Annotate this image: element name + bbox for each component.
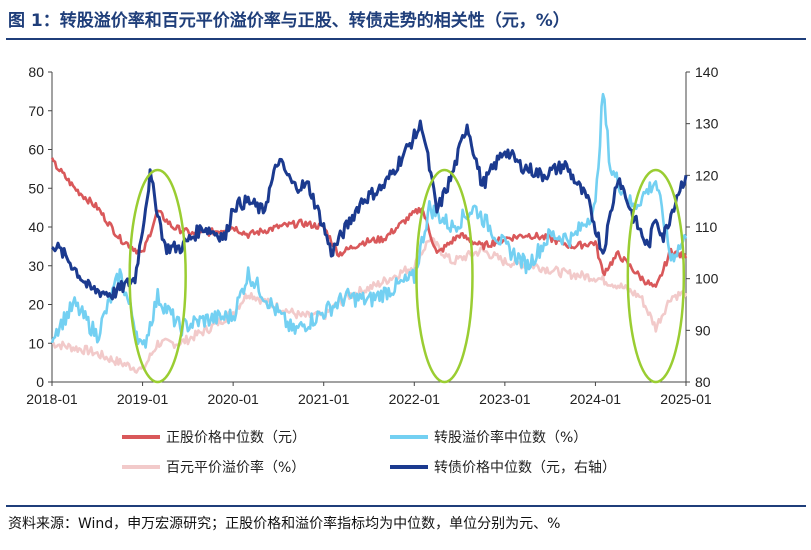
left-y-tick-label: 40 xyxy=(28,219,44,235)
highlight-ellipses xyxy=(128,168,686,384)
x-tick-label: 2022-01 xyxy=(389,391,441,407)
right-y-tick-label: 80 xyxy=(695,374,711,390)
x-tick-label: 2024-01 xyxy=(570,391,622,407)
title-rule xyxy=(6,38,806,40)
series-lines xyxy=(50,92,688,374)
series-line-3 xyxy=(51,119,688,301)
left-y-tick-label: 20 xyxy=(28,297,44,313)
series-line-1 xyxy=(50,92,688,349)
right-y-tick-label: 90 xyxy=(695,322,711,338)
x-tick-label: 2018-01 xyxy=(26,391,78,407)
left-y-tick-label: 0 xyxy=(36,374,44,390)
highlight-ellipse-1 xyxy=(415,168,474,384)
legend-label: 转债价格中位数（元，右轴） xyxy=(434,460,616,476)
x-tick-label: 2023-01 xyxy=(479,391,531,407)
left-y-tick-label: 30 xyxy=(28,258,44,274)
left-y-tick-label: 80 xyxy=(28,64,44,80)
legend-label: 百元平价溢价率（%） xyxy=(166,459,305,476)
x-tick-label: 2025-01 xyxy=(660,391,712,407)
legend: 正股价格中位数（元） 转股溢价率中位数（%） 百元平价溢价率（%） 转债价格中位数（元… xyxy=(122,429,616,476)
x-tick-label: 2020-01 xyxy=(207,391,259,407)
right-y-tick-label: 120 xyxy=(695,167,719,183)
right-y-tick-label: 110 xyxy=(695,219,718,235)
footer-rule xyxy=(6,505,806,507)
axes: 0 10 20 30 40 50 60 70 80 80 90 100 110 120 130 140 2018… xyxy=(26,64,718,407)
left-y-tick-label: 60 xyxy=(28,142,44,158)
right-y-tick-label: 140 xyxy=(695,64,719,80)
legend-label: 正股价格中位数（元） xyxy=(166,430,306,446)
x-tick-label: 2021-01 xyxy=(298,391,350,407)
right-y-tick-label: 130 xyxy=(695,116,719,132)
x-tick-label: 2019-01 xyxy=(117,391,169,407)
series-line-2 xyxy=(51,236,688,374)
highlight-ellipse-0 xyxy=(128,168,187,384)
chart-title: 图 1：转股溢价率和百元平价溢价率与正股、转债走势的相关性（元，%） xyxy=(8,11,570,31)
line-chart: 0 10 20 30 40 50 60 70 80 80 90 100 110 120 130 140 2018… xyxy=(26,64,718,476)
highlight-ellipse-2 xyxy=(626,168,686,384)
legend-label: 转股溢价率中位数（%） xyxy=(434,429,587,446)
source-note: 资料来源：Wind，申万宏源研究；正股价格和溢价率指标均为中位数，单位分别为元、… xyxy=(8,516,561,532)
right-y-tick-label: 100 xyxy=(695,271,719,287)
left-y-tick-label: 10 xyxy=(28,335,44,351)
left-y-tick-label: 70 xyxy=(28,103,44,119)
left-y-tick-label: 50 xyxy=(28,180,44,196)
